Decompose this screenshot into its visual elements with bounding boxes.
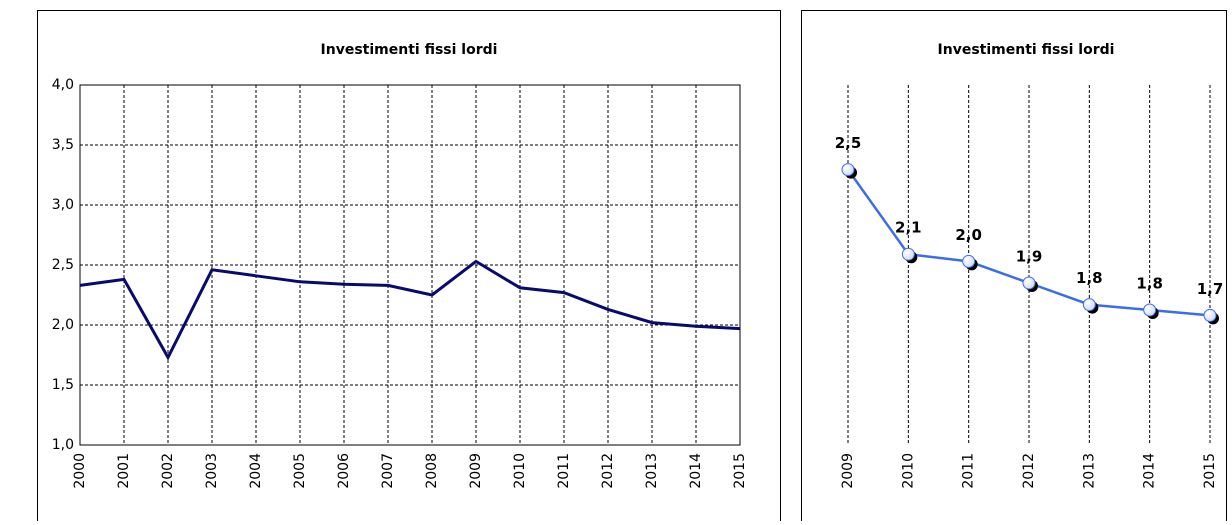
x-tick-label: 2002 [160, 453, 176, 489]
x-tick-label: 2011 [961, 453, 977, 489]
marker [901, 247, 915, 261]
y-tick-label: 3,5 [52, 137, 74, 153]
y-tick-label: 3,0 [52, 197, 74, 213]
data-label: 1,9 [1016, 248, 1043, 266]
x-tick-label: 2012 [600, 453, 616, 489]
data-label: 1,8 [1076, 269, 1103, 287]
panel [801, 10, 1227, 525]
x-tick-label: 2004 [248, 453, 264, 489]
x-tick-label: 2013 [644, 453, 660, 489]
data-label: 1,7 [1197, 280, 1224, 298]
y-tick-label: 1,5 [52, 377, 74, 393]
plot-frame [79, 84, 741, 446]
x-tick-label: 2015 [732, 453, 748, 489]
x-tick-label: 2010 [512, 453, 528, 489]
y-tick-label: 4,0 [52, 77, 74, 93]
marker [1082, 298, 1096, 312]
x-tick-label: 2005 [292, 453, 308, 489]
data-label: 2,0 [955, 226, 982, 244]
marker [962, 254, 976, 268]
x-tick-label: 2014 [688, 453, 704, 489]
x-tick-label: 2010 [900, 453, 916, 489]
data-line [79, 259, 741, 361]
marker [1022, 276, 1036, 290]
x-tick-label: 2011 [556, 453, 572, 489]
data-label: 2,5 [835, 134, 862, 152]
chart-title: Investimenti fissi lordi [321, 42, 498, 58]
marker [1203, 308, 1217, 322]
x-tick-label: 2012 [1021, 453, 1037, 489]
y-tick-label: 2,5 [52, 257, 74, 273]
panel [37, 10, 781, 525]
x-tick-label: 2015 [1202, 453, 1218, 489]
marker [841, 163, 855, 177]
chart-title: Investimenti fissi lordi [938, 42, 1115, 58]
x-tick-label: 2008 [424, 453, 440, 489]
data-label: 2,1 [895, 219, 922, 237]
data-label: 1,8 [1136, 275, 1163, 293]
y-tick-label: 1,0 [52, 437, 74, 453]
marker [1143, 303, 1157, 317]
x-tick-label: 2007 [380, 453, 396, 489]
y-tick-label: 2,0 [52, 317, 74, 333]
x-tick-label: 2013 [1081, 453, 1097, 489]
x-tick-label: 2000 [72, 453, 88, 489]
x-tick-label: 2009 [468, 453, 484, 489]
x-tick-label: 2003 [204, 453, 220, 489]
x-tick-label: 2006 [336, 453, 352, 489]
x-tick-label: 2001 [116, 453, 132, 489]
x-tick-label: 2009 [840, 453, 856, 489]
x-tick-label: 2014 [1142, 453, 1158, 489]
